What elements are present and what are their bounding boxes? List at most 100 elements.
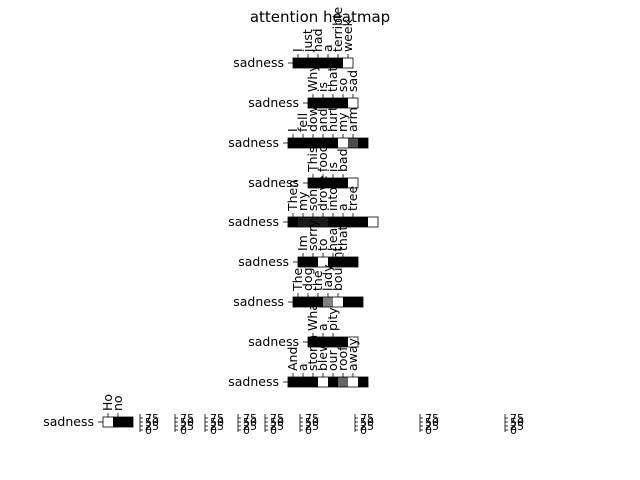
token-label: I [285, 128, 300, 132]
token-label: bad [335, 148, 350, 172]
token-label: pity [325, 307, 340, 331]
colorbar-tick-label: 25 [270, 420, 284, 433]
row-label: sadness [233, 294, 284, 309]
token-label: What [305, 298, 320, 331]
token-label: hear [325, 222, 340, 251]
heatmap-cell [318, 98, 328, 108]
heatmap-cell [288, 138, 298, 148]
heatmap-cell [333, 58, 343, 68]
heatmap-cell [328, 178, 338, 188]
colorbar-tick-label: 50 [510, 416, 524, 429]
row-label: sadness [228, 214, 279, 229]
colorbar-tick-label: 50 [305, 416, 319, 429]
colorbar-tick-label: 0 [425, 424, 432, 437]
token-label: food [315, 144, 330, 172]
token-label: a [335, 203, 350, 211]
colorbar-tick-label: 75 [510, 412, 524, 425]
token-label: Then [285, 180, 300, 212]
heatmap-cell [313, 58, 323, 68]
heatmap-cell [103, 417, 113, 427]
colorbar-tick-label: 75 [425, 412, 439, 425]
colorbar-tick-label: 75 [180, 412, 194, 425]
token-label: to [315, 238, 330, 251]
colorbar-tick-label: 25 [210, 420, 224, 433]
heatmap-cell [338, 377, 348, 387]
token-label: Im [295, 235, 310, 251]
cell-frame [287, 376, 369, 388]
token-label: son [305, 189, 320, 211]
token-label: sorry [305, 219, 320, 251]
heatmap-cell [333, 297, 343, 307]
colorbar-tick-label: 25 [145, 420, 159, 433]
heatmap-cell [303, 297, 313, 307]
token-label: our [325, 349, 340, 371]
heatmap-cell [318, 377, 328, 387]
row-label: sadness [238, 254, 289, 269]
colorbar-tick-label: 25 [243, 420, 257, 433]
heatmap-cell [328, 337, 338, 347]
heatmap-cell [348, 377, 358, 387]
heatmap-cell [303, 58, 313, 68]
token-label: tree [345, 186, 360, 211]
token-label: arm [345, 107, 360, 132]
colorbar-tick-label: 25 [180, 420, 194, 433]
row-label: sadness [228, 135, 279, 150]
heatmap-cell [308, 377, 318, 387]
token-label: terrible [330, 6, 345, 52]
heatmap-cell [318, 138, 328, 148]
heatmap-cell [318, 178, 328, 188]
token-label: that [325, 67, 340, 92]
colorbar-tick-label: 0 [210, 424, 217, 437]
heatmap-rows: sadnessIjusthadaterribleweeksadnessWhyis… [43, 6, 379, 429]
token-label: storm [305, 335, 320, 371]
token-label: week [340, 18, 355, 52]
heatmap-cell [328, 217, 338, 227]
heatmap-cell [318, 257, 328, 267]
heatmap-cell [308, 98, 318, 108]
heatmap-cell [113, 417, 123, 427]
heatmap-cell [348, 217, 358, 227]
colorbar-tick-label: 50 [425, 416, 439, 429]
token-label: This [305, 146, 320, 173]
colorbar-tick-label: 0 [243, 424, 250, 437]
heatmap-cell [298, 217, 308, 227]
row-label: sadness [233, 55, 284, 70]
cell-frame [297, 256, 359, 268]
colorbar-tick-label: 0 [270, 424, 277, 437]
token-label: a [295, 363, 310, 371]
token-label: dog [300, 267, 315, 291]
row-label: sadness [248, 175, 299, 190]
token-label: roof [335, 346, 350, 371]
heatmap-cell [348, 138, 358, 148]
heatmap-cell [308, 138, 318, 148]
heatmap-cell [353, 297, 363, 307]
heatmap-cell [358, 217, 368, 227]
heatmap-cell [348, 337, 358, 347]
colorbar-tick-label: 25 [425, 420, 439, 433]
token-label: Ho [100, 394, 115, 411]
colorbar-tick-label: 75 [210, 412, 224, 425]
token-label: had [310, 28, 325, 52]
heatmap-cell [293, 58, 303, 68]
token-label: blew [315, 342, 330, 371]
colorbar-tick-label: 0 [510, 424, 517, 437]
token-label: and [315, 108, 330, 132]
row-label: sadness [228, 374, 279, 389]
heatmap-cell [308, 178, 318, 188]
heatmap-cell [348, 178, 358, 188]
heatmap-cell [288, 377, 298, 387]
colorbar-tick-label: 25 [360, 420, 374, 433]
